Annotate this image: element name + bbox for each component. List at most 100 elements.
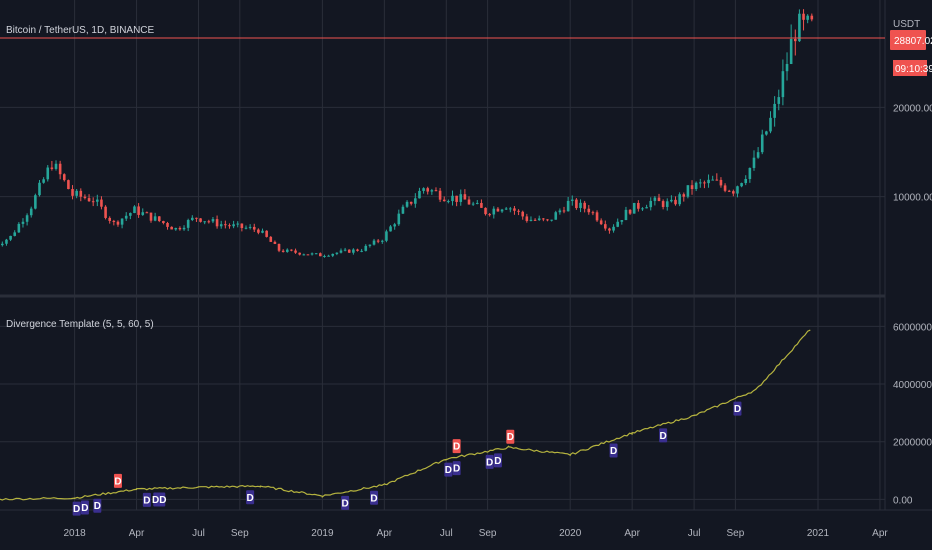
candle [442,196,446,202]
candle [628,209,632,215]
svg-text:D: D [341,498,348,509]
bullish-divergence-label: D [452,461,461,476]
candle [744,175,748,186]
candle [513,205,516,215]
candle [616,218,619,228]
last-price-badge [890,30,926,50]
svg-text:D: D [610,446,617,457]
candle [504,206,508,211]
candle [781,59,785,106]
svg-text:D: D [370,493,377,504]
svg-text:D: D [73,504,80,515]
candle [810,13,814,22]
price-candles[interactable] [0,9,814,258]
indicator-series-line [0,329,811,501]
candle [698,178,702,188]
candle [463,189,467,200]
candle [418,187,421,199]
candle [207,219,211,224]
candle [587,205,591,215]
candle [356,248,359,252]
candle [141,208,145,216]
countdown-badge [893,60,927,76]
candle [715,173,719,181]
candle [257,228,260,235]
candle [352,248,355,255]
candle [372,238,376,246]
time-axis[interactable]: ep2018AprJulSep2019AprJulSep2020AprJulSe… [0,528,888,539]
time-tick-label: 2021 [807,528,830,539]
candle [777,89,781,111]
candle [186,218,190,232]
candle [38,180,41,197]
candle [521,210,525,220]
candle [517,209,520,216]
candle [389,225,392,232]
candle [281,249,285,253]
bullish-divergence-label: D [246,490,255,505]
time-tick-label: Apr [129,528,145,539]
candle [153,212,157,222]
price-axis[interactable]: USDT 28807.02 09:10:39 [890,19,932,76]
candle [806,14,809,24]
svg-text:D: D [114,476,121,487]
candle [736,185,739,198]
candle [480,199,483,208]
bearish-divergence-label: D [113,473,122,488]
candle [244,225,248,230]
bullish-divergence-label: D [493,453,502,468]
time-tick-label: 2020 [559,528,582,539]
candle [347,249,351,253]
candle [91,197,95,207]
symbol-title[interactable]: Bitcoin / TetherUS, 1D, BINANCE [6,25,155,36]
candle [471,201,475,206]
svg-text:D: D [247,493,254,504]
candle [71,185,74,200]
svg-text:D: D [445,465,452,476]
candle [149,212,153,223]
candle [451,190,454,206]
candle [285,248,289,253]
candle [719,177,723,188]
candle [178,226,182,231]
candle [331,253,335,258]
indicator-title[interactable]: Divergence Template (5, 5, 60, 5) [6,319,154,330]
candle [682,192,686,202]
candle [678,192,681,207]
countdown-value: 09:10:39 [895,64,932,75]
candle [195,217,198,222]
candle [785,52,789,81]
svg-text:D: D [507,432,514,443]
candle [595,210,599,222]
candle [25,213,29,226]
candle [401,204,405,215]
candle [533,218,537,221]
candle [9,235,12,242]
candle [277,243,281,253]
candle [54,160,58,171]
candle [604,220,607,231]
indicator-line[interactable] [0,329,811,501]
candle [670,195,673,203]
candle [575,198,578,210]
candle [579,199,582,213]
candle [756,147,760,159]
candle [306,254,310,256]
bullish-divergence-label: DD [152,492,166,507]
candle [723,183,727,193]
candle [414,193,417,208]
svg-text:D: D [453,464,460,475]
candle [496,207,500,212]
candle [422,187,425,194]
candle [219,220,223,229]
candle [434,187,438,192]
candle [550,219,553,222]
candle [653,196,657,206]
candle [686,185,690,199]
candle [339,248,343,254]
candle [96,194,99,207]
candle [269,235,273,242]
time-tick-label: Sep [727,528,745,539]
